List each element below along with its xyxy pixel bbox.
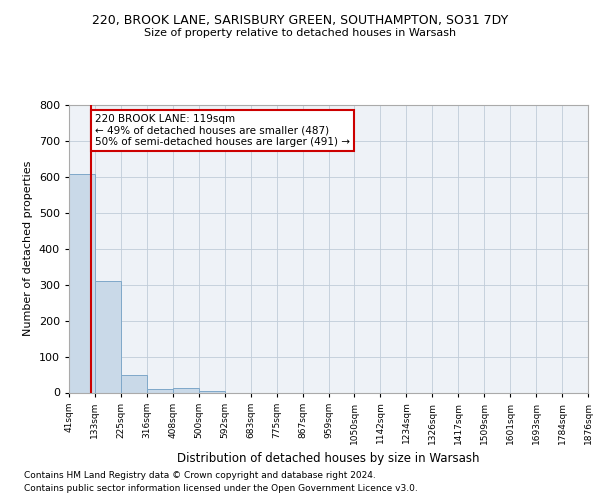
- Bar: [147, 389, 173, 392]
- Text: 220, BROOK LANE, SARISBURY GREEN, SOUTHAMPTON, SO31 7DY: 220, BROOK LANE, SARISBURY GREEN, SOUTHA…: [92, 14, 508, 27]
- Text: Size of property relative to detached houses in Warsash: Size of property relative to detached ho…: [144, 28, 456, 38]
- Bar: [121, 374, 147, 392]
- Bar: [95, 281, 121, 392]
- X-axis label: Distribution of detached houses by size in Warsash: Distribution of detached houses by size …: [177, 452, 480, 465]
- Text: 220 BROOK LANE: 119sqm
← 49% of detached houses are smaller (487)
50% of semi-de: 220 BROOK LANE: 119sqm ← 49% of detached…: [95, 114, 350, 147]
- Text: Contains public sector information licensed under the Open Government Licence v3: Contains public sector information licen…: [24, 484, 418, 493]
- Bar: [173, 388, 199, 392]
- Y-axis label: Number of detached properties: Number of detached properties: [23, 161, 33, 336]
- Bar: [69, 174, 95, 392]
- Text: Contains HM Land Registry data © Crown copyright and database right 2024.: Contains HM Land Registry data © Crown c…: [24, 471, 376, 480]
